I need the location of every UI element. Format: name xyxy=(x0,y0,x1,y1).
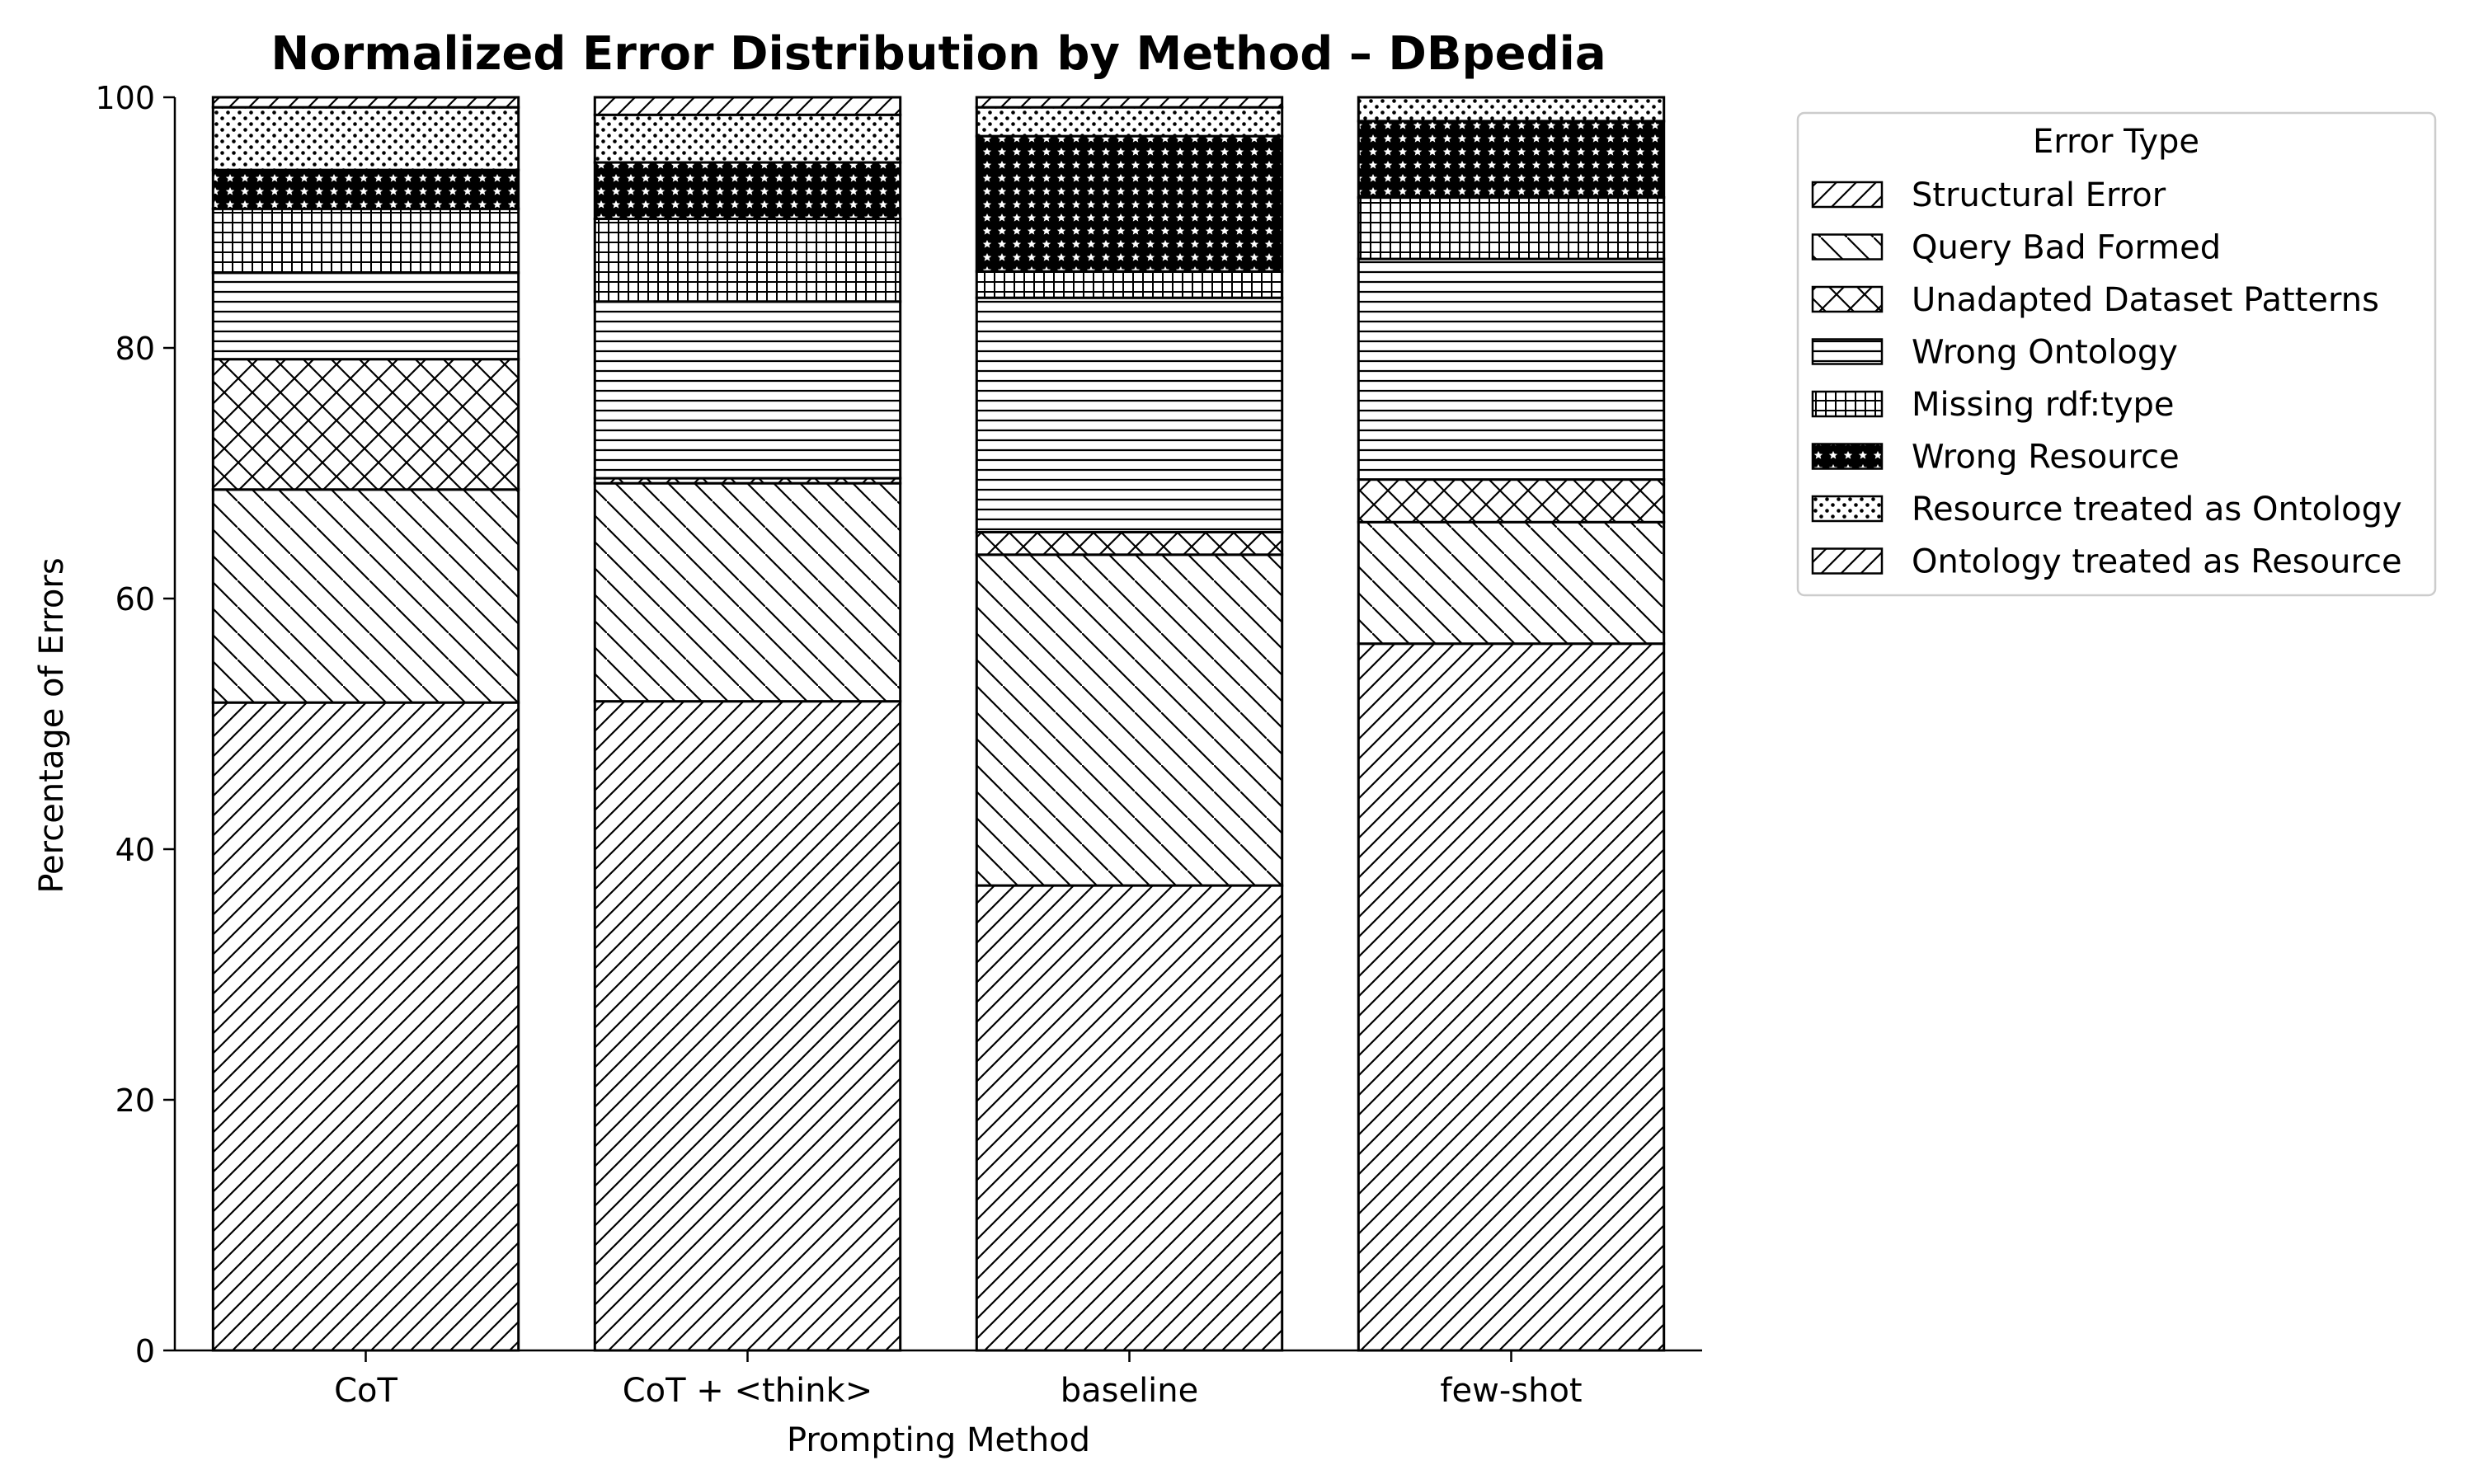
plot-bars xyxy=(211,96,1666,1352)
bar-segment xyxy=(593,481,902,703)
legend-entry-label: Query Bad Formed xyxy=(1912,229,2221,267)
legend-swatch xyxy=(1811,338,1884,365)
legend-entry-label: Wrong Ontology xyxy=(1912,334,2178,372)
bar-segment xyxy=(211,358,520,491)
bar-segment xyxy=(593,300,902,480)
bar-segment xyxy=(211,701,520,1352)
y-tick-label: 40 xyxy=(115,832,155,868)
bar-segment xyxy=(1357,478,1666,524)
legend: Error Type Structural Error Query Bad For… xyxy=(1796,111,2437,597)
legend-swatch xyxy=(1811,547,1884,575)
x-axis-label: Prompting Method xyxy=(787,1421,1090,1459)
legend-swatch xyxy=(1811,390,1884,418)
legend-swatch xyxy=(1811,181,1884,209)
bar-segment xyxy=(1357,257,1666,481)
x-tick-label: baseline xyxy=(1061,1372,1199,1410)
legend-entry-label: Resource treated as Ontology xyxy=(1912,491,2402,528)
bar-segment xyxy=(975,96,1284,109)
bar-segment xyxy=(1357,120,1666,200)
bar-segment xyxy=(1357,642,1666,1352)
x-tick-label: few-shot xyxy=(1440,1372,1582,1410)
legend-entry-label: Wrong Resource xyxy=(1912,439,2180,477)
y-tick-label: 80 xyxy=(115,331,155,367)
bar-segment xyxy=(593,96,902,116)
bar-segment xyxy=(211,96,520,109)
bar-segment xyxy=(211,106,520,171)
bar-segment xyxy=(593,700,902,1352)
bar-segment xyxy=(211,207,520,275)
bar-segment xyxy=(975,296,1284,533)
bar-segment xyxy=(211,168,520,210)
x-axis: CoT CoT + <think> baseline few-shot xyxy=(175,1349,1702,1410)
bar-segment xyxy=(211,271,520,361)
y-axis-label: Percentage of Errors xyxy=(33,557,71,893)
y-tick-label: 20 xyxy=(115,1082,155,1119)
bar-segment xyxy=(1357,196,1666,261)
bar-segment xyxy=(975,530,1284,556)
y-tick-label: 60 xyxy=(115,581,155,618)
bar-segment xyxy=(1357,96,1666,123)
legend-title: Error Type xyxy=(2033,123,2199,161)
bar-segment xyxy=(593,161,902,220)
bar-segment xyxy=(211,488,520,704)
y-tick-label: 100 xyxy=(95,80,155,116)
legend-swatch xyxy=(1811,495,1884,523)
legend-swatch xyxy=(1811,285,1884,313)
bar-segment xyxy=(593,113,902,164)
chart-title: Normalized Error Distribution by Method … xyxy=(270,27,1606,81)
x-tick-label: CoT + <think> xyxy=(623,1372,872,1410)
x-tick-label: CoT xyxy=(334,1372,397,1410)
legend-frame xyxy=(1796,111,2437,597)
y-tick-label: 0 xyxy=(135,1333,155,1369)
bar-segment xyxy=(975,134,1284,273)
bar-segment xyxy=(975,884,1284,1352)
legend-entry-label: Structural Error xyxy=(1912,176,2166,214)
bar-segment xyxy=(1357,520,1666,646)
bar-segment xyxy=(975,270,1284,299)
legend-entry-label: Unadapted Dataset Patterns xyxy=(1912,281,2379,319)
bar-segment xyxy=(975,106,1284,138)
y-axis: 0 20 40 60 80 100 xyxy=(95,80,176,1369)
legend-swatch xyxy=(1811,233,1884,261)
legend-entry-label: Missing rdf:type xyxy=(1912,386,2175,424)
bar-segment xyxy=(975,553,1284,887)
legend-entry-label: Ontology treated as Resource xyxy=(1912,543,2402,581)
bar-segment xyxy=(593,217,902,303)
legend-swatch xyxy=(1811,443,1884,470)
